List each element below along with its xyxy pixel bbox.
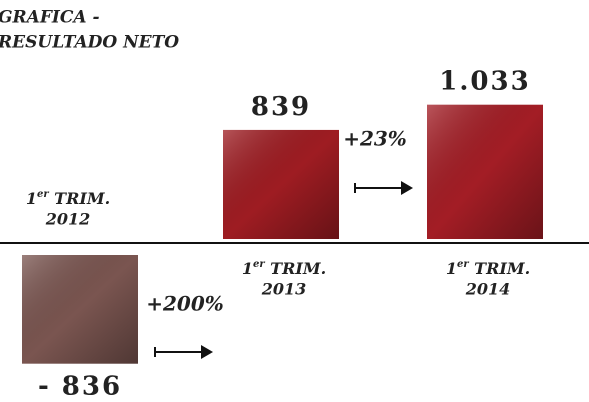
category-word: TRIM.: [469, 259, 531, 278]
category-ordinal: er: [37, 189, 49, 200]
arrow-head: [201, 345, 213, 359]
category-number: 1: [446, 259, 457, 278]
category-label: 1er TRIM.: [242, 259, 326, 278]
growth-label: +200%: [146, 292, 224, 316]
category-word: TRIM.: [49, 189, 111, 208]
value-label: 839: [251, 92, 311, 122]
bar-shade: [22, 255, 138, 364]
title-line: RESULTADO NETO: [0, 33, 179, 53]
value-label: 1.033: [439, 67, 530, 97]
title-line: GRAFICA -: [0, 8, 100, 28]
category-label: 1er TRIM.: [446, 259, 530, 278]
category-ordinal: er: [457, 259, 469, 270]
bar-shade: [223, 129, 339, 239]
category-ordinal: er: [253, 259, 265, 270]
category-label: 2012: [45, 210, 91, 229]
growth-label: +23%: [343, 127, 407, 151]
category-label: 2014: [465, 280, 511, 299]
category-word: TRIM.: [265, 259, 327, 278]
category-label: 1er TRIM.: [26, 189, 110, 208]
arrow-head: [401, 181, 413, 195]
category-number: 1: [26, 189, 37, 208]
category-label: 2013: [261, 280, 307, 299]
value-label: - 836: [38, 372, 122, 402]
bar-shade: [427, 104, 543, 240]
category-number: 1: [242, 259, 253, 278]
